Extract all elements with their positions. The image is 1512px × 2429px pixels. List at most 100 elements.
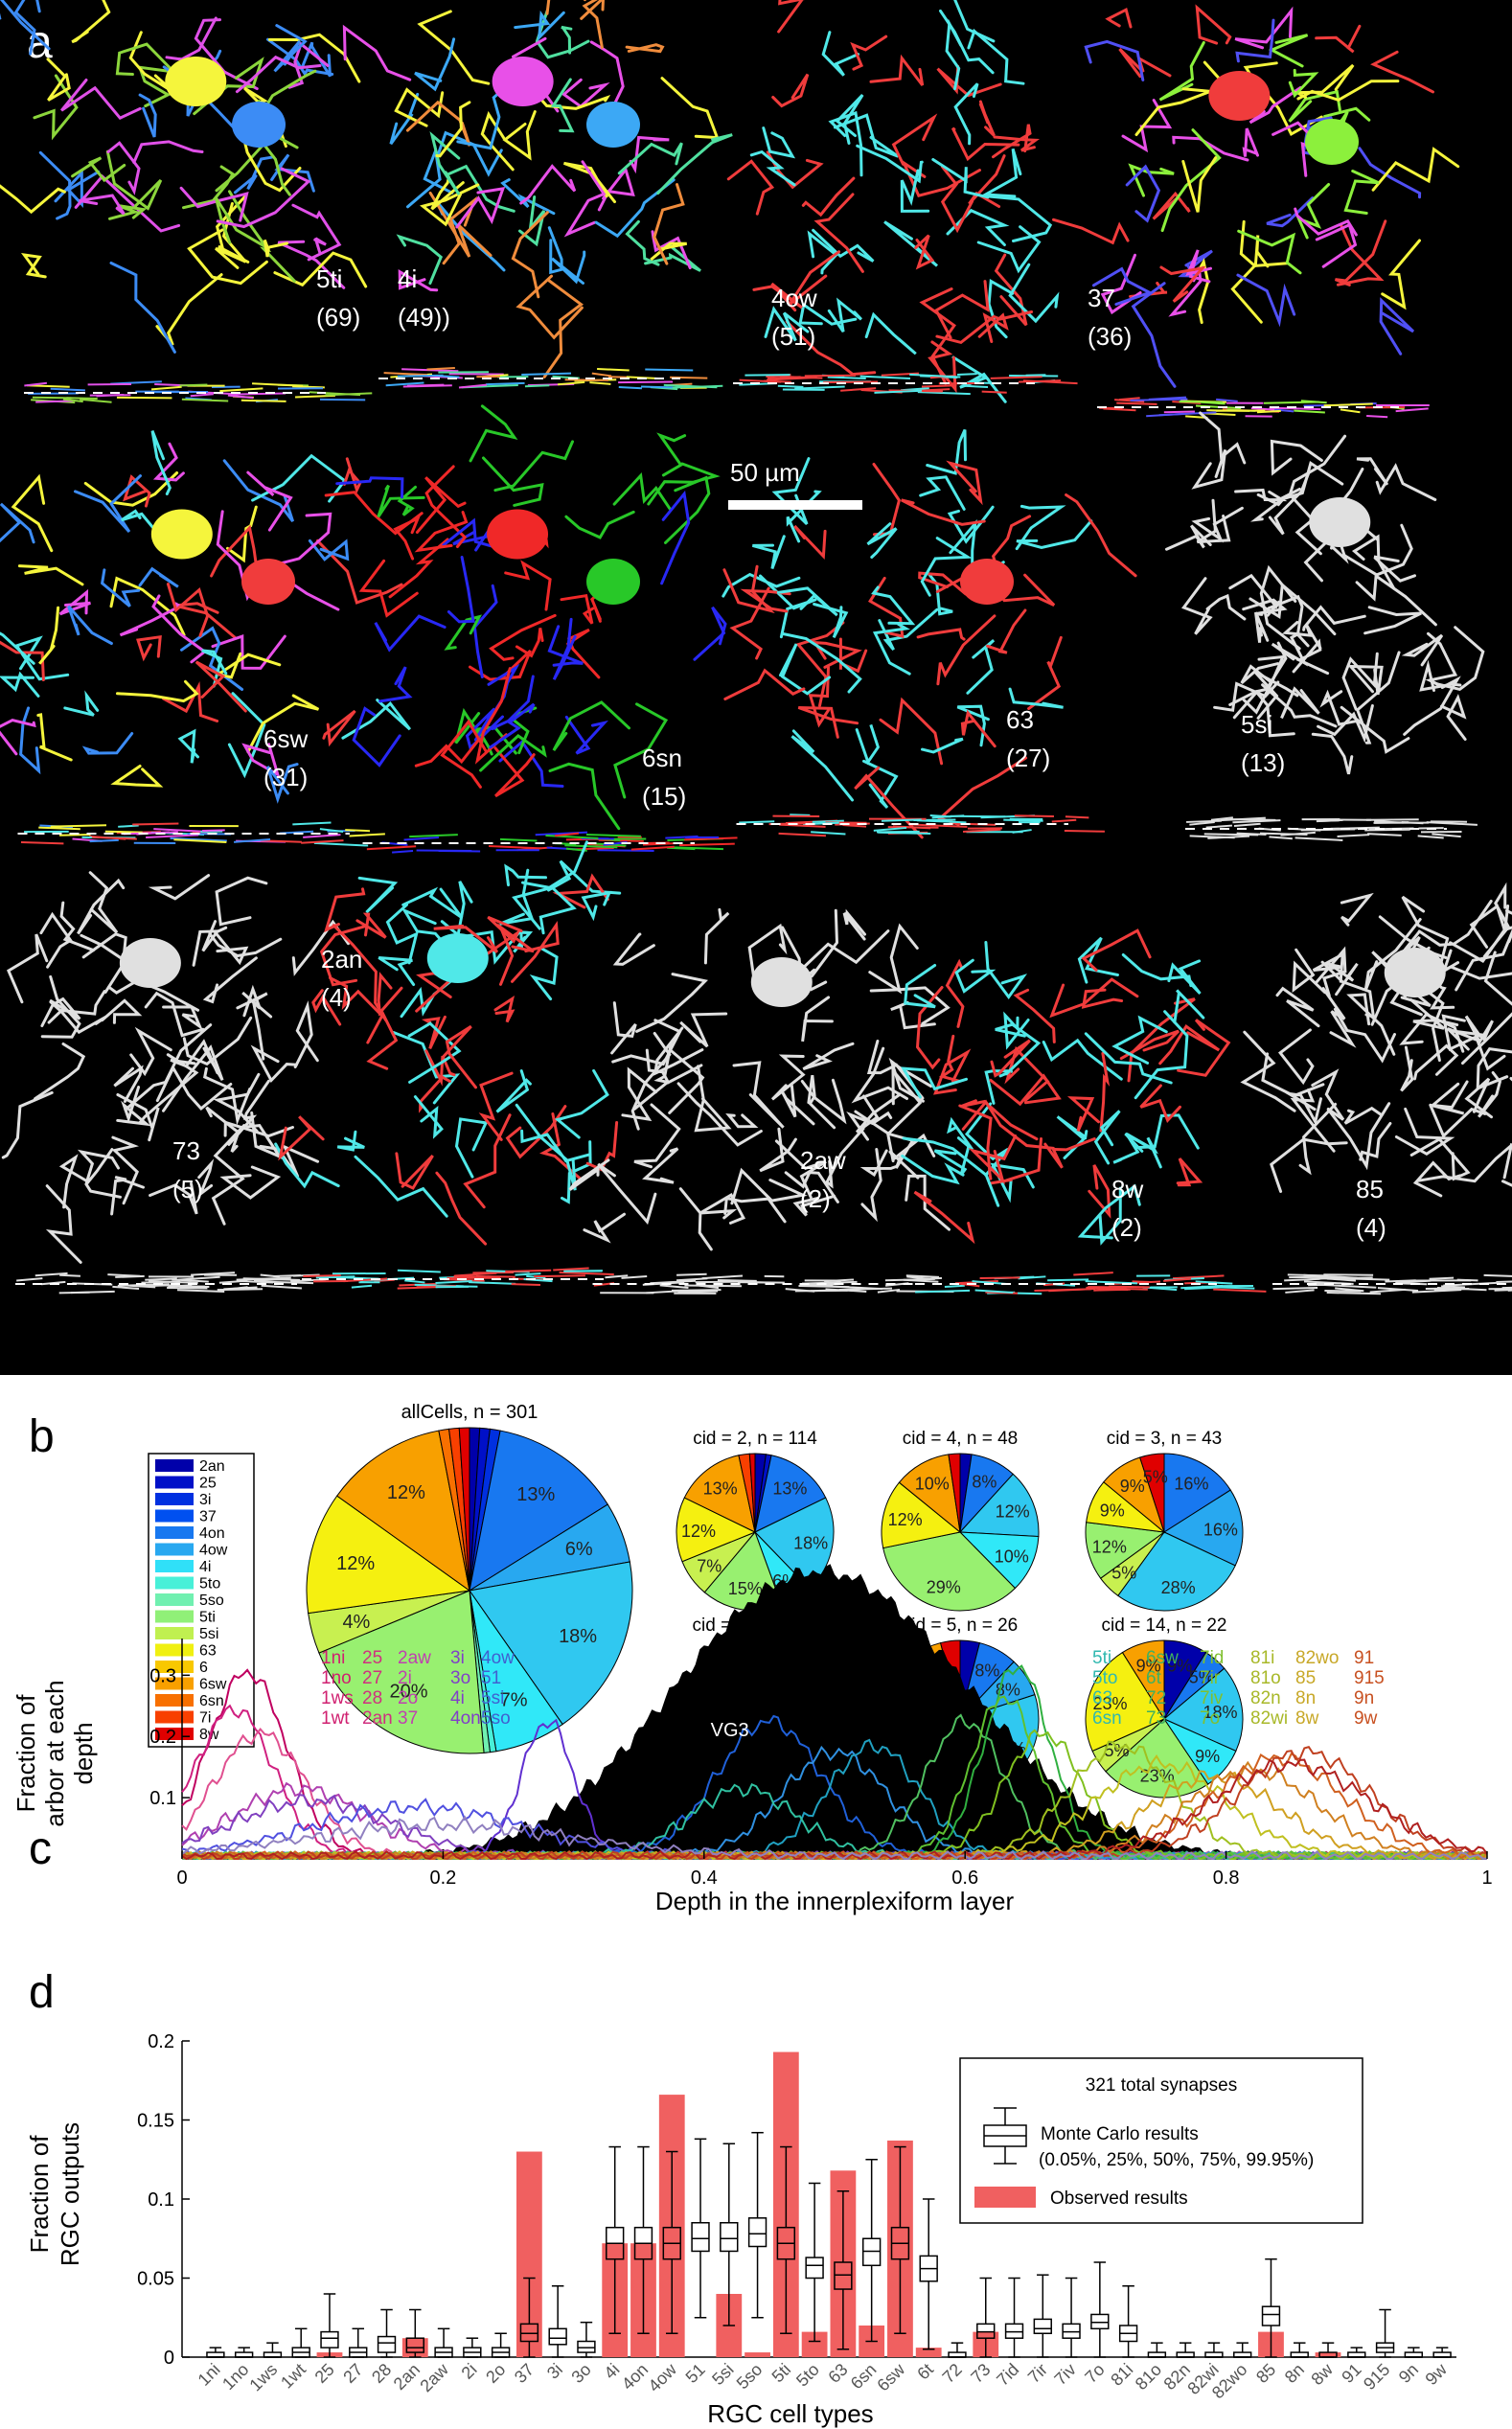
pie-slice (1162, 1489, 1244, 1567)
dendrite (653, 1026, 704, 1076)
dendrite (1292, 638, 1330, 676)
dendrite (801, 176, 856, 218)
dendrite (79, 194, 126, 216)
x-tick-label: 1wt (277, 2360, 309, 2393)
dendrite (786, 490, 822, 543)
x-tick-label: 5si (708, 2360, 737, 2389)
y-tick-label: 0.1 (148, 2189, 174, 2211)
side-view-arbor (1213, 1288, 1267, 1293)
pie-slice-label: 7% (500, 1689, 528, 1710)
dendrite (928, 573, 953, 616)
dendrite (47, 990, 106, 1024)
dendrite (241, 743, 281, 778)
side-view-arbor (351, 1284, 373, 1289)
dendrite (933, 1143, 971, 1177)
side-view-arbor (145, 1277, 177, 1281)
side-view-arbor (1236, 832, 1267, 836)
dendrite (759, 1127, 797, 1173)
dendrite (583, 1212, 626, 1244)
dendrite (235, 55, 322, 94)
pie-slice-label: 5% (1111, 1564, 1136, 1583)
box (720, 2222, 739, 2253)
dendrite (265, 763, 299, 804)
side-view-arbor (1017, 1292, 1042, 1295)
cell-count-label: (27) (1006, 744, 1050, 772)
dendrite (58, 588, 91, 616)
cell-count-label: (4) (321, 983, 352, 1012)
dendrite (988, 1137, 1042, 1185)
dendrite (934, 280, 990, 339)
side-view-arbor (1432, 833, 1461, 838)
side-view-arbor (671, 1289, 722, 1292)
dendrite (1429, 1082, 1487, 1139)
pie-slice-label: 13% (772, 1478, 807, 1498)
dendrite (311, 989, 342, 1026)
cell-type-label: 5si (1241, 710, 1272, 739)
side-view-arbor (804, 374, 857, 378)
legend-observed-swatch (974, 2187, 1036, 2208)
side-view-arbor (929, 814, 951, 818)
dendrite (1027, 635, 1063, 710)
dendrite (138, 93, 157, 138)
side-view-arbor (1073, 1272, 1113, 1276)
dendrite (39, 911, 73, 969)
dendrite (1234, 488, 1288, 502)
dendrite (319, 925, 368, 987)
dendrite (958, 1104, 993, 1180)
cell-type-label: 4i (398, 264, 417, 293)
dendrite (308, 539, 350, 561)
side-view-arbor (950, 822, 997, 826)
panel-c: c VG3 0 0.2 0.4 0.6 0.8 1 0.1 0.2 0.3 Depth in the … (11, 1564, 1493, 1915)
dendrite (505, 1105, 567, 1159)
dendrite (644, 243, 701, 272)
dendrite (918, 571, 968, 596)
dendrite (1441, 1014, 1486, 1051)
dendrite (1375, 463, 1437, 501)
side-view-arbor (679, 842, 735, 847)
side-view-arbor (1441, 1285, 1466, 1289)
side-view-arbor (62, 398, 83, 403)
pie-slice-label: 16% (1174, 1474, 1208, 1493)
dendrite (827, 297, 862, 333)
dendrite (1347, 664, 1384, 696)
dendrite (1334, 219, 1387, 286)
dendrite (227, 692, 266, 779)
side-view-arbor (944, 1284, 965, 1288)
dendrite (512, 840, 588, 930)
dendrite (920, 537, 973, 597)
dendrite (1185, 249, 1212, 284)
dendrite (421, 1015, 447, 1050)
side-view-arbor (383, 372, 427, 377)
dendrite (166, 583, 210, 637)
side-view-arbor (104, 830, 143, 834)
dendrite (1315, 946, 1347, 997)
side-view-arbor (469, 1281, 516, 1285)
dendrite (136, 634, 162, 662)
dendrite (1412, 1160, 1462, 1198)
dendrite (124, 1023, 213, 1111)
dendrite (901, 498, 986, 526)
dendrite (938, 1034, 961, 1083)
dendrite (1013, 988, 1056, 1043)
box (805, 2257, 824, 2280)
side-view-arbor (253, 1277, 289, 1282)
dendrite (287, 41, 330, 89)
side-view-arbor (173, 838, 227, 844)
side-view-arbor (767, 376, 801, 379)
dendrite (324, 887, 366, 933)
x-tick-label: 1ni (195, 2360, 224, 2390)
side-view-arbor (801, 1280, 858, 1285)
side-view-arbor (404, 1279, 425, 1284)
side-view-arbor (489, 845, 541, 850)
dendrite (519, 164, 577, 205)
pie-slice-label: 18% (559, 1626, 597, 1647)
soma (1208, 71, 1271, 121)
x-tick-label: 6t (913, 2360, 937, 2384)
legend-label: 37 (199, 1509, 217, 1525)
side-view-arbor (915, 1289, 971, 1294)
dendrite (493, 440, 574, 493)
side-view-arbor (859, 375, 911, 379)
dendrite (561, 25, 573, 55)
side-view-arbor (1436, 1287, 1487, 1292)
dendrite (1311, 732, 1354, 775)
